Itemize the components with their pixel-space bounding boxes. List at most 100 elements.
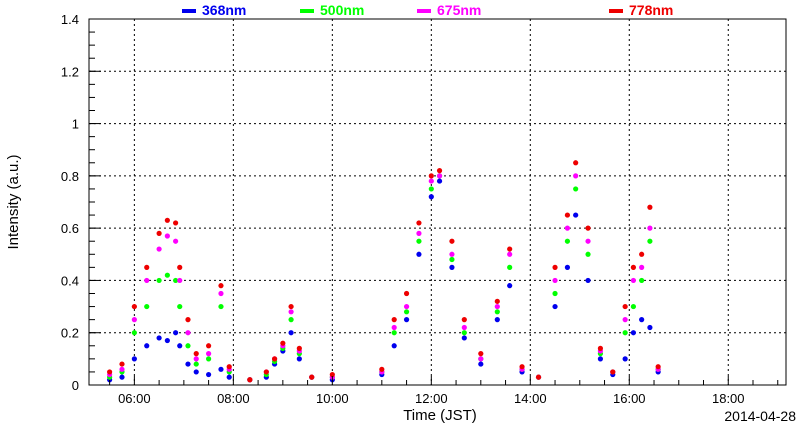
data-point [622,303,628,310]
data-point [507,251,513,257]
data-point [552,303,558,310]
data-point [218,290,224,297]
data-point [107,369,113,375]
data-point [185,361,191,367]
data-point [131,317,137,323]
data-point [552,290,558,297]
data-point [271,356,278,362]
data-point [403,309,410,315]
y-tick-label: 0.8 [61,169,79,184]
data-point [585,238,591,244]
data-point [193,351,199,357]
data-point [164,337,170,344]
data-point [173,220,179,226]
data-point [639,277,645,284]
data-point [507,283,513,289]
axis-ticks: 06:00 08:00 10:00 12:00 14:00 16:00 18:00 0 0.2 0… [61,12,779,406]
data-point [226,364,232,370]
data-point [622,317,628,323]
data-point [622,330,628,336]
data-point [164,272,170,278]
series-778nm [107,160,661,383]
data-point [156,335,162,341]
data-point [639,317,645,323]
data-point [436,168,443,174]
data-point [647,225,653,231]
data-point [449,251,455,257]
data-point [403,303,410,310]
y-tick-label: 0 [72,378,79,393]
data-point [156,246,162,252]
data-point [226,374,232,380]
data-point [391,317,397,323]
data-point [206,371,212,378]
data-point [428,173,434,179]
data-point [177,343,183,349]
x-tick-label: 12:00 [415,391,448,406]
data-point [131,330,137,336]
data-point [461,330,467,336]
y-tick-label: 1.4 [61,12,79,27]
data-point [177,303,183,310]
data-point [247,377,253,383]
data-point [193,356,199,362]
data-point [164,233,170,239]
data-point [119,361,125,367]
x-tick-label: 06:00 [118,391,151,406]
data-point [519,364,525,370]
data-point [585,225,591,231]
data-point [552,277,558,284]
data-point [185,330,191,336]
x-tick-label: 14:00 [514,391,547,406]
data-point [573,186,579,192]
data-point [173,330,179,336]
data-point [288,330,294,336]
data-point [564,238,571,244]
data-point [218,283,224,289]
data-point [436,178,443,184]
data-point [329,371,335,378]
legend-label: 778nm [629,2,673,18]
data-point [436,173,443,179]
data-point [478,356,484,362]
data-point [428,186,434,192]
data-point [206,343,212,349]
y-tick-label: 1.2 [61,64,79,79]
data-point [119,366,125,372]
data-point [144,264,150,270]
data-point [507,246,513,252]
data-point [585,251,591,257]
data-point [478,351,484,357]
date-label: 2014-04-28 [724,408,796,424]
data-point [144,277,150,284]
data-point [647,324,653,331]
data-point [630,303,637,310]
data-point [206,351,212,357]
data-point [391,343,397,349]
data-point [185,343,191,349]
legend-label: 675nm [437,2,481,18]
data-point [597,356,604,362]
data-point [309,374,315,380]
data-point [449,264,455,270]
legend-swatch [417,9,431,13]
x-tick-label: 18:00 [712,391,745,406]
y-axis-title: Intensity (a.u.) [5,154,22,249]
data-point [639,251,645,257]
y-tick-label: 0.6 [61,221,79,236]
data-point [647,238,653,244]
data-point [461,324,467,331]
data-point [403,290,410,297]
data-point [494,303,500,310]
series-675nm [107,173,661,383]
data-point [177,264,183,270]
data-points [107,160,661,383]
data-point [164,217,170,223]
legend-label: 500nm [320,2,364,18]
data-point [478,361,484,367]
data-point [507,264,513,270]
data-point [597,345,604,351]
data-point [280,340,286,346]
data-point [131,303,137,310]
